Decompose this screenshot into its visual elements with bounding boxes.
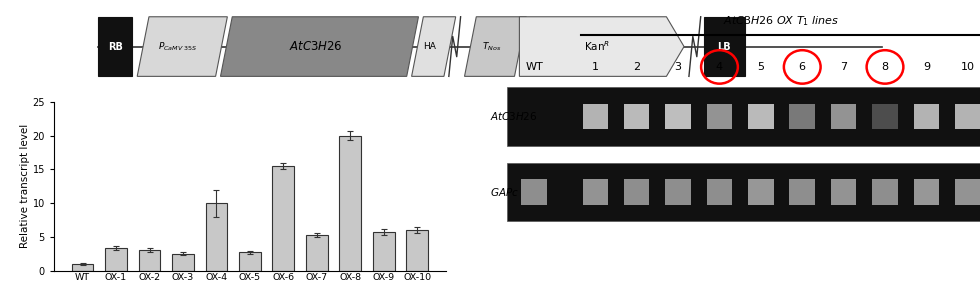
Bar bbox=[707, 104, 732, 129]
Text: $AtC3H26$ OX T$_1$ lines: $AtC3H26$ OX T$_1$ lines bbox=[723, 14, 840, 28]
Text: 4: 4 bbox=[716, 62, 723, 72]
Bar bbox=[508, 163, 980, 221]
Text: 3: 3 bbox=[674, 62, 682, 72]
Bar bbox=[913, 104, 939, 129]
Text: $GAPc$: $GAPc$ bbox=[490, 186, 519, 198]
Bar bbox=[206, 203, 227, 271]
Text: 8: 8 bbox=[881, 62, 889, 72]
Bar bbox=[72, 264, 93, 271]
Bar bbox=[707, 179, 732, 205]
Bar bbox=[172, 254, 194, 271]
Text: 2: 2 bbox=[633, 62, 640, 72]
Bar bbox=[913, 179, 939, 205]
Bar bbox=[306, 235, 327, 271]
Bar bbox=[872, 104, 898, 129]
Text: $AtC3H26$: $AtC3H26$ bbox=[490, 110, 538, 123]
Bar bbox=[665, 104, 691, 129]
Text: $P_{CaMV\ 35S}$: $P_{CaMV\ 35S}$ bbox=[158, 40, 197, 53]
Text: $AtC3H26$: $AtC3H26$ bbox=[289, 40, 342, 53]
Bar bbox=[624, 104, 650, 129]
Bar bbox=[582, 104, 608, 129]
Bar bbox=[508, 87, 980, 146]
Bar bbox=[239, 252, 261, 271]
Text: 5: 5 bbox=[758, 62, 764, 72]
Text: HA: HA bbox=[422, 42, 436, 51]
Bar bbox=[372, 232, 395, 271]
Polygon shape bbox=[465, 17, 526, 76]
Text: $T_{Nos}$: $T_{Nos}$ bbox=[482, 40, 502, 53]
Bar bbox=[748, 179, 773, 205]
Bar bbox=[339, 136, 362, 271]
Bar bbox=[624, 179, 650, 205]
Bar bbox=[272, 166, 294, 271]
Bar bbox=[955, 179, 980, 205]
Text: RB: RB bbox=[108, 42, 122, 52]
Bar bbox=[831, 104, 857, 129]
Bar bbox=[582, 179, 608, 205]
Bar bbox=[704, 17, 745, 76]
Text: Kan$^R$: Kan$^R$ bbox=[584, 40, 610, 54]
Bar bbox=[407, 230, 428, 271]
Text: 6: 6 bbox=[799, 62, 806, 72]
Text: 10: 10 bbox=[960, 62, 975, 72]
Y-axis label: Relative transcript level: Relative transcript level bbox=[20, 124, 29, 248]
Bar bbox=[955, 104, 980, 129]
Bar bbox=[138, 250, 161, 271]
Bar bbox=[105, 248, 127, 271]
Polygon shape bbox=[137, 17, 227, 76]
Bar bbox=[665, 179, 691, 205]
Polygon shape bbox=[220, 17, 418, 76]
Text: WT: WT bbox=[525, 62, 543, 72]
Text: LB: LB bbox=[717, 42, 731, 52]
Bar bbox=[790, 179, 815, 205]
Polygon shape bbox=[412, 17, 456, 76]
Bar bbox=[831, 179, 857, 205]
Bar bbox=[790, 104, 815, 129]
Text: 1: 1 bbox=[592, 62, 599, 72]
Polygon shape bbox=[519, 17, 684, 76]
Text: 9: 9 bbox=[923, 62, 930, 72]
Bar bbox=[872, 179, 898, 205]
Text: 7: 7 bbox=[840, 62, 847, 72]
Bar bbox=[748, 104, 773, 129]
Bar bbox=[98, 17, 132, 76]
Bar bbox=[521, 179, 547, 205]
